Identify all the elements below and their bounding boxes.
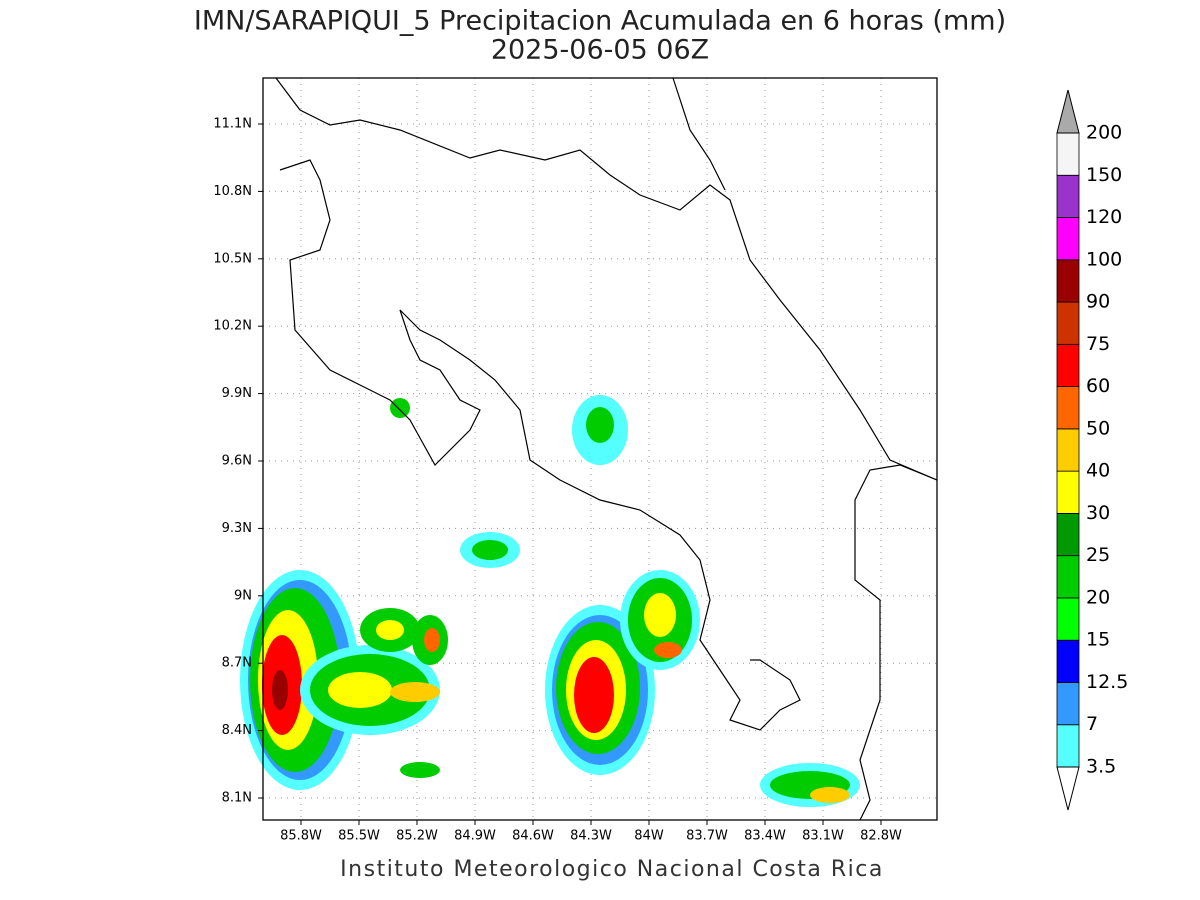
rain-blob-central [545,395,700,775]
lon-label: 83.7W [686,829,728,844]
colorbar: 3.5 7 12.5 15 20 25 30 40 50 60 75 90 100 120 150 200 [1056,89,1128,811]
lon-label: 84W [634,829,664,844]
precipitation-field [240,395,860,807]
colorbar-box [1056,174,1080,218]
colorbar-box [1056,132,1080,176]
lat-label: 8.7N [222,656,252,671]
lat-label: 11.1N [213,117,252,132]
colorbar-label: 15 [1086,629,1110,651]
lon-label: 85.8W [280,829,322,844]
map-frame [262,77,938,821]
colorbar-box [1056,259,1080,303]
lon-label: 85.5W [338,829,380,844]
lon-label: 83.1W [802,829,844,844]
colorbar-label: 20 [1086,586,1110,608]
lat-label: 10.5N [213,251,252,266]
lat-label: 8.1N [222,791,252,806]
colorbar-under [1056,766,1080,811]
colorbar-box [1056,513,1080,557]
colorbar-box [1056,639,1080,683]
lat-label: 8.4N [222,723,252,738]
lon-label: 82.8W [860,829,902,844]
colorbar-label: 30 [1086,502,1110,524]
colorbar-label: 90 [1086,291,1110,313]
colorbar-label: 25 [1086,544,1110,566]
colorbar-box [1056,682,1080,726]
lon-label: 83.4W [744,829,786,844]
lat-label: 9.3N [222,521,252,536]
colorbar-label: 12.5 [1086,671,1128,693]
lat-label: 10.2N [213,319,252,334]
colorbar-box [1056,597,1080,641]
colorbar-label: 60 [1086,375,1110,397]
colorbar-box [1056,428,1080,472]
coastline [275,77,938,821]
footer: Instituto Meteorologico Nacional Costa R… [340,857,884,882]
colorbar-label: 100 [1086,248,1122,270]
rain-blob-south [390,398,860,807]
lat-label: 9.6N [222,454,252,469]
lat-label: 9.9N [222,386,252,401]
colorbar-label: 3.5 [1086,756,1116,778]
lon-label: 84.9W [454,829,496,844]
colorbar-label: 50 [1086,417,1110,439]
colorbar-label: 7 [1086,713,1098,735]
colorbar-label: 150 [1086,164,1122,186]
subtitle: 2025-06-05 06Z [491,35,709,66]
colorbar-box [1056,301,1080,345]
lat-label: 9N [234,588,252,603]
lon-label: 85.2W [396,829,438,844]
title: IMN/SARAPIQUI_5 Precipitacion Acumulada … [194,6,1006,37]
colorbar-label: 120 [1086,206,1122,228]
rain-blob-west [240,570,448,790]
colorbar-label: 75 [1086,333,1110,355]
colorbar-box [1056,217,1080,261]
colorbar-box [1056,386,1080,430]
colorbar-box [1056,343,1080,388]
colorbar-label: 40 [1086,460,1110,482]
lat-label: 10.8N [213,184,252,199]
colorbar-label: 200 [1086,122,1122,144]
axis-labels: 11.1N 10.8N 10.5N 10.2N 9.9N 9.6N 9.3N 9N 8.7N 8.… [213,117,902,844]
colorbar-box [1056,470,1080,514]
colorbar-box [1056,724,1080,768]
colorbar-over [1056,89,1080,134]
colorbar-box [1056,555,1080,599]
lon-label: 84.6W [512,829,554,844]
lon-label: 84.3W [570,829,612,844]
